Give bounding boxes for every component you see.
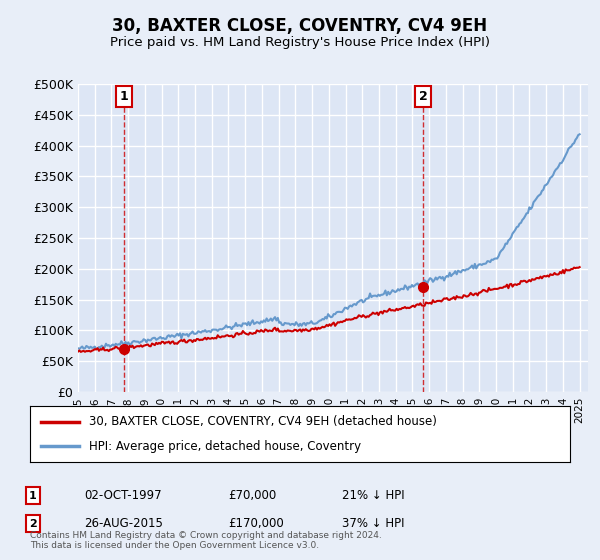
Text: 1: 1 [29,491,37,501]
Text: 02-OCT-1997: 02-OCT-1997 [84,489,161,502]
Text: 21% ↓ HPI: 21% ↓ HPI [342,489,404,502]
Text: 26-AUG-2015: 26-AUG-2015 [84,517,163,530]
Text: £170,000: £170,000 [228,517,284,530]
Text: 30, BAXTER CLOSE, COVENTRY, CV4 9EH: 30, BAXTER CLOSE, COVENTRY, CV4 9EH [112,17,488,35]
Text: £70,000: £70,000 [228,489,276,502]
Text: HPI: Average price, detached house, Coventry: HPI: Average price, detached house, Cove… [89,440,362,453]
Text: 37% ↓ HPI: 37% ↓ HPI [342,517,404,530]
Text: 2: 2 [29,519,37,529]
Text: 30, BAXTER CLOSE, COVENTRY, CV4 9EH (detached house): 30, BAXTER CLOSE, COVENTRY, CV4 9EH (det… [89,415,437,428]
Text: Price paid vs. HM Land Registry's House Price Index (HPI): Price paid vs. HM Land Registry's House … [110,36,490,49]
Text: Contains HM Land Registry data © Crown copyright and database right 2024.
This d: Contains HM Land Registry data © Crown c… [30,530,382,550]
Text: 1: 1 [119,90,128,103]
Text: 2: 2 [419,90,428,103]
